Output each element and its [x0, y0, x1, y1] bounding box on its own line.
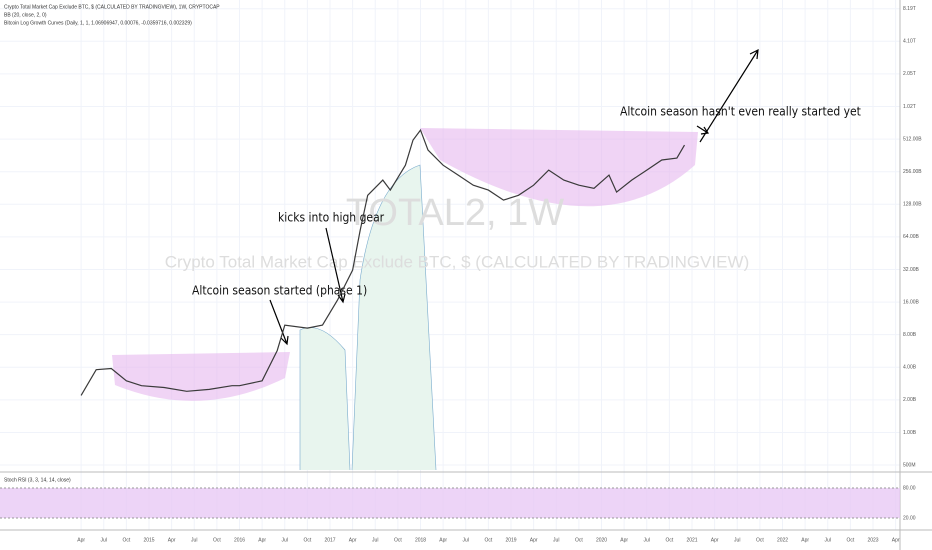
x-tick-label: 2020 [596, 537, 607, 543]
arrows [269, 48, 759, 346]
x-tick-label: Apr [439, 537, 447, 543]
y-tick-label: 8.00B [903, 332, 917, 338]
x-tick-label: 2021 [686, 537, 697, 543]
x-tick-label: 2018 [415, 537, 426, 543]
stoch-tick-label: 20.00 [903, 515, 916, 521]
y-tick-label: 1.02T [903, 104, 916, 110]
watermark-title: TOTAL2, 1W [346, 192, 564, 234]
y-tick-label: 1.00B [903, 430, 917, 436]
y-tick-label: 256.00B [903, 169, 922, 175]
x-tick-label: 2019 [505, 537, 516, 543]
header-curves: Bitcoin Log Growth Curves (Daily, 1, 1, … [4, 20, 192, 26]
y-tick-label: 4.00B [903, 365, 917, 371]
x-tick-label: Apr [77, 537, 85, 543]
annotation: Altcoin season hasn't even really starte… [620, 105, 861, 119]
x-tick-label: 2016 [234, 537, 245, 543]
x-tick-label: Apr [892, 537, 900, 543]
x-tick-label: Apr [711, 537, 719, 543]
price-line [80, 128, 686, 396]
x-tick-label: Jul [644, 537, 650, 543]
stoch-title: Stoch RSI (3, 3, 14, 14, close) [4, 477, 71, 483]
x-tick-label: Oct [575, 537, 583, 543]
annotation: kicks into high gear [278, 211, 385, 225]
x-tick-label: Oct [484, 537, 492, 543]
x-tick-label: Jul [734, 537, 740, 543]
x-tick-label: Jul [191, 537, 197, 543]
stoch-band [0, 488, 900, 518]
y-tick-label: 2.00B [903, 397, 917, 403]
x-tick-label: Jul [463, 537, 469, 543]
x-tick-label: Apr [530, 537, 538, 543]
x-tick-label: Apr [258, 537, 266, 543]
x-tick-label: 2017 [324, 537, 335, 543]
x-tick-label: Oct [303, 537, 311, 543]
x-tick-label: Oct [665, 537, 673, 543]
y-tick-label: 32.00B [903, 267, 920, 273]
x-tick-label: Apr [801, 537, 809, 543]
x-tick-label: Oct [756, 537, 764, 543]
y-tick-label: 16.00B [903, 299, 920, 305]
growth-curves [299, 164, 437, 471]
y-tick-label: 128.00B [903, 202, 922, 208]
cup-channel [112, 352, 290, 401]
x-tick-label: 2015 [143, 537, 154, 543]
x-tick-label: 2022 [777, 537, 788, 543]
stoch-tick-label: 80.00 [903, 485, 916, 491]
watermark-subtitle: Crypto Total Market Cap Exclude BTC, $ (… [165, 252, 749, 271]
y-tick-label: 4.10T [903, 39, 916, 45]
x-tick-label: Jul [372, 537, 378, 543]
x-tick-label: Jul [101, 537, 107, 543]
annotation: Altcoin season started (phase 1) [192, 284, 367, 298]
x-tick-label: Jul [553, 537, 559, 543]
x-tick-label: Oct [394, 537, 402, 543]
x-tick-label: Oct [122, 537, 130, 543]
cup-channel [420, 128, 698, 207]
x-tick-label: Oct [213, 537, 221, 543]
header-symbol: Crypto Total Market Cap Exclude BTC, $ (… [4, 4, 220, 10]
y-tick-label: 64.00B [903, 234, 920, 240]
x-tick-label: Apr [349, 537, 357, 543]
x-tick-label: 2023 [867, 537, 878, 543]
x-tick-label: Jul [282, 537, 288, 543]
x-tick-label: Apr [168, 537, 176, 543]
y-tick-label: 2.05T [903, 71, 916, 77]
y-tick-label: 8.19T [903, 6, 916, 12]
y-tick-label: 512.00B [903, 136, 922, 142]
x-tick-label: Oct [846, 537, 854, 543]
y-tick-label: 500M [903, 462, 916, 468]
header-bb: BB (20, close, 2, 0) [4, 12, 47, 18]
x-tick-label: Apr [620, 537, 628, 543]
x-tick-label: Jul [825, 537, 831, 543]
